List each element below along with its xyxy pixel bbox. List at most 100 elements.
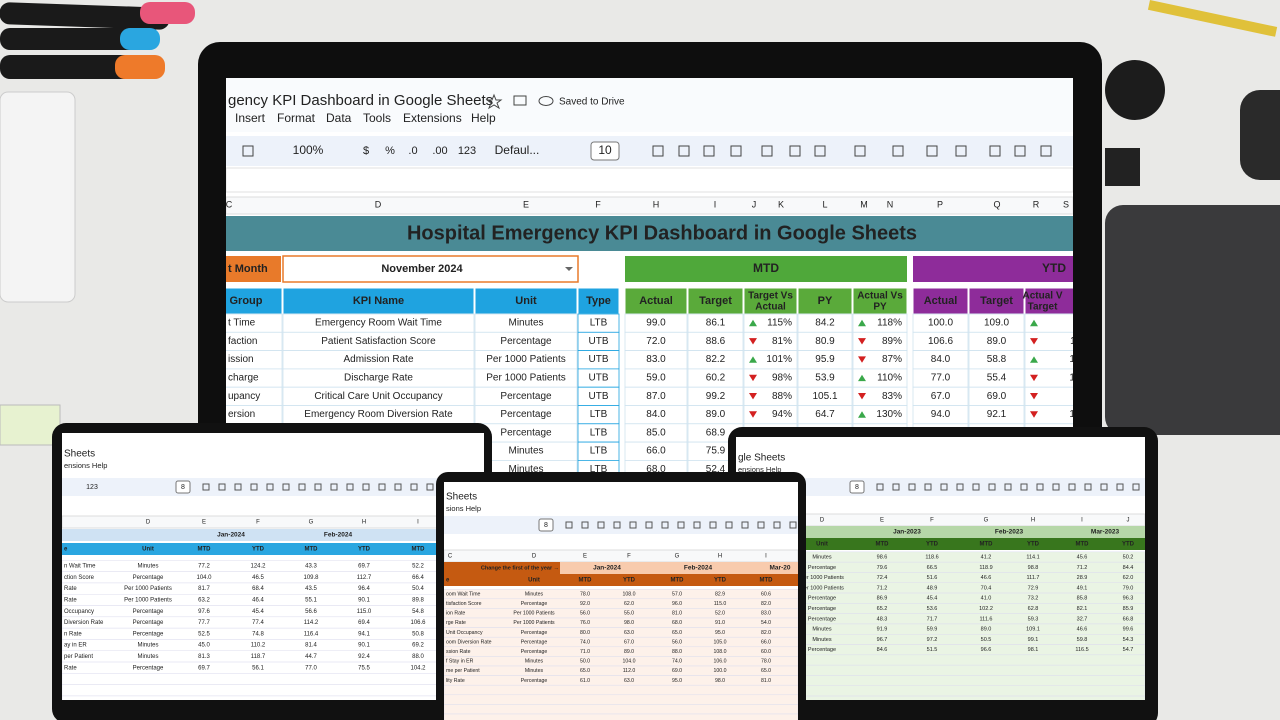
note-box [444,562,560,574]
cell-text: 89.0 [706,409,726,420]
cell-text: Percentage [133,620,164,626]
cell-text: 89.8 [412,597,424,603]
cell-text: 118.6 [925,554,938,560]
cell-text: 67.0 [624,639,634,645]
cell-text: 98.0 [715,678,725,684]
cell-text: 52.2 [412,564,424,570]
column-letter: J [1127,518,1130,524]
row [62,684,484,697]
cell-text: Minutes [137,654,158,660]
subheader-label: YTD [1027,542,1040,548]
toolbar-icon [1100,483,1108,491]
cell-text: 95.9 [815,354,835,365]
percent-cell: 94% [772,409,792,420]
cell-text: Percentage [808,647,836,653]
cell-text: n Rate [64,631,82,637]
toolbar-icon [703,145,715,157]
column-letter: C [448,554,453,560]
cell-text: 96.6 [981,647,992,653]
column-letter: M [860,199,868,209]
toolbar-icon [955,145,967,157]
subheader-label: YTD [926,542,939,548]
row [736,695,1145,700]
cell-text: 84.2 [815,318,835,329]
cell-text: Per 1000 Patients [486,373,566,384]
column-letter: I [417,520,419,526]
group-cell: faction [228,336,257,347]
mtd-banner [625,256,907,282]
cell-text: 72.9 [1028,585,1039,591]
camera [1240,90,1280,180]
cell-text: Percentage [500,427,552,438]
column-letter: K [778,199,784,209]
group-label: Mar-2023 [1091,529,1120,536]
cell-text: per Patient [64,654,93,660]
group-cell: t Time [228,318,256,329]
percent-cell: 118% [877,318,902,329]
cell-text: 66.5 [927,565,938,571]
row [62,673,484,685]
column-letter: C [226,199,233,209]
cell-text: 76.0 [580,620,590,626]
column-letter: I [1081,518,1083,524]
cell-text: 54.3 [1123,637,1134,643]
cell-text: 109.1 [1026,627,1040,633]
arrow-down [1030,338,1038,345]
cell-text: 50.4 [412,586,424,592]
cell-text: 65.0 [672,630,682,636]
column-letter: R [1033,199,1040,209]
cell-text: 62.0 [624,601,634,607]
cell-text: 104.0 [196,575,212,581]
cell-text: f Stay in ER [446,659,474,665]
cell-text: UTB [589,336,609,347]
banner [226,216,1073,251]
toolbar-icon [789,145,801,157]
cell-text: 79.0 [1123,585,1134,591]
cell-text: 48.9 [927,585,938,591]
subheader-label: MTD [1076,542,1090,548]
marker-cap [120,28,160,50]
subheader-label: YTD [623,578,636,584]
group-label: Feb-2024 [324,532,353,539]
group-cell: upancy [228,391,260,402]
subheader-row [736,538,1145,550]
subheader-row [62,543,484,555]
cell-text: 61.0 [580,678,590,684]
subheader-label: MTD [980,542,994,548]
subheader-label: Unit [528,578,540,584]
column-letter: J [752,199,757,209]
cell-text: 56.6 [305,609,317,615]
cell-text: 65.0 [580,668,590,674]
cell-text: 106.6 [928,336,953,347]
cell-text: 45.4 [927,596,938,602]
column-letter: E [880,518,884,524]
cell-text: Percentage [133,609,164,615]
toolbar-icon [757,521,765,529]
cell-text: 116.4 [304,631,319,637]
column-letter: N [887,199,894,209]
cell-text: 87.0 [646,391,666,402]
row [444,694,798,705]
toolbar-icon [250,483,258,491]
header-cell [1024,287,1073,315]
toolbar [444,516,798,534]
percent-cell: 143% [1069,354,1095,365]
toolbar-item: 8 [855,484,859,491]
row [444,588,798,600]
header-cell [797,287,853,315]
cell-text: 59.9 [927,627,938,633]
cell-text: 79.6 [877,565,888,571]
toolbar-item: 123 [86,484,98,491]
cell-text: rge Rate [446,620,466,626]
cell-text: Rate [64,597,77,603]
toolbar [226,136,1073,166]
column-header-row [444,549,798,563]
saved-status: Saved to Drive [559,97,625,108]
row [444,656,798,667]
menu-item: Tools [363,111,391,125]
toolbar-icon [1132,483,1140,491]
toolbar-icon [218,483,226,491]
font-size-box [590,141,620,161]
